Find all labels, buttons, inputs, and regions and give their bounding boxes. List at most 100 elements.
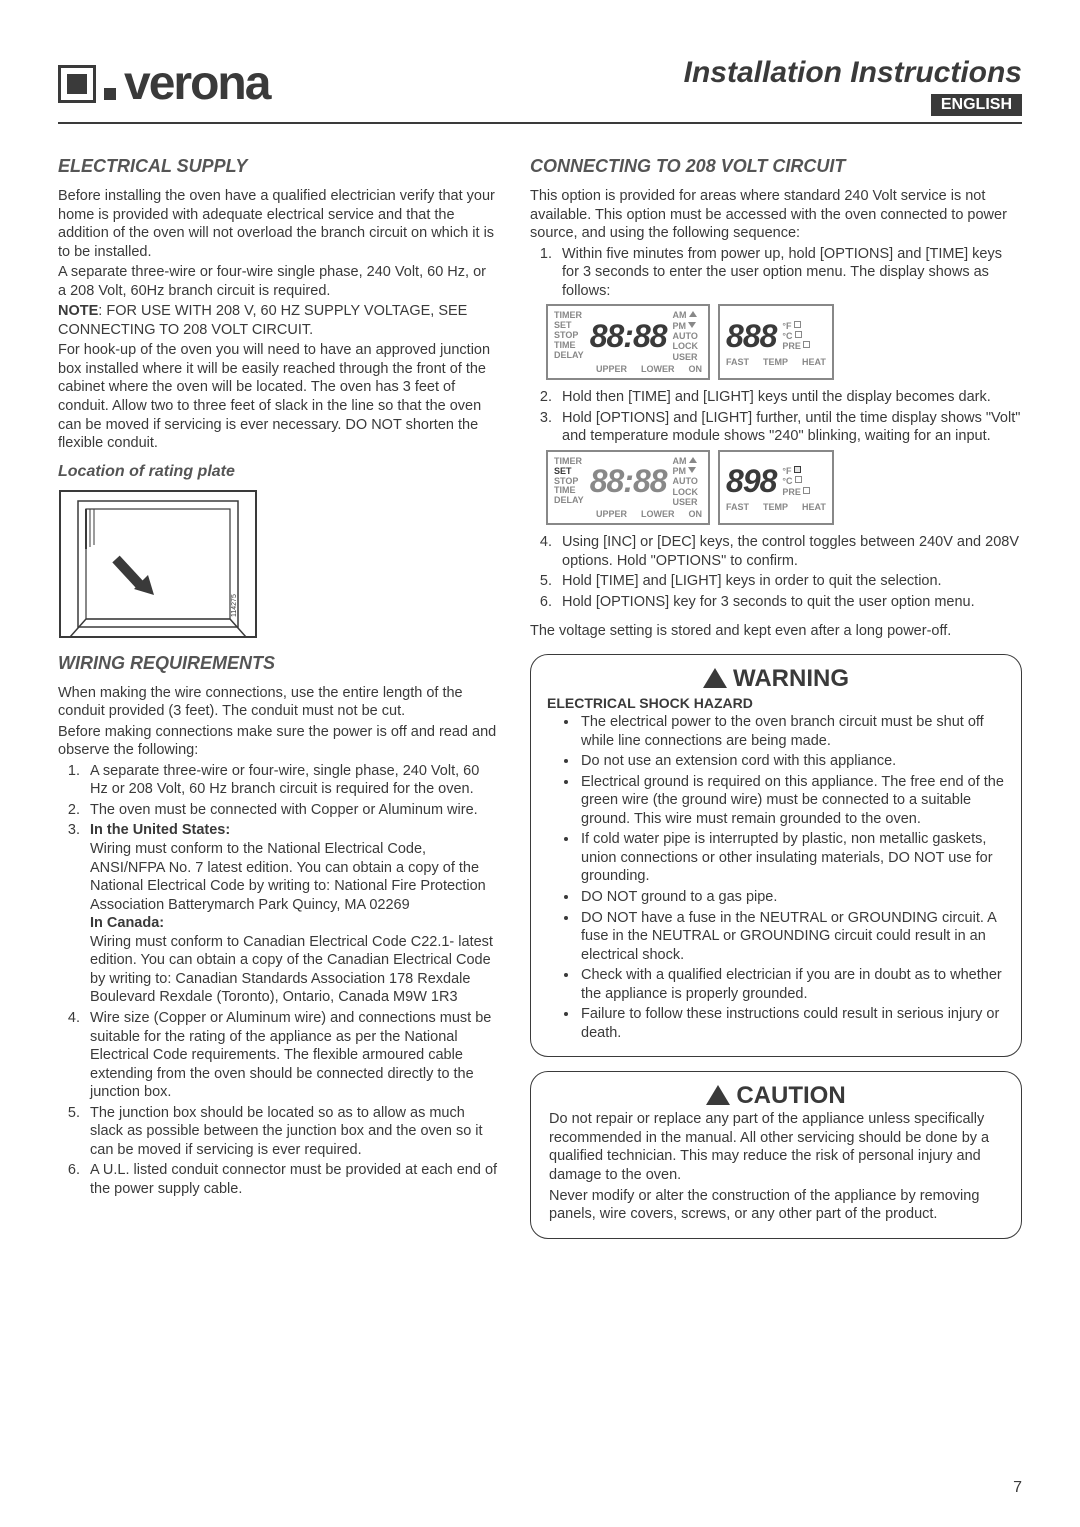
warning-list: The electrical power to the oven branch … [547, 713, 1005, 1042]
alert-icon [706, 1085, 730, 1105]
body-text: Before installing the oven have a qualif… [58, 187, 498, 261]
ordered-list: Within five minutes from power up, hold … [530, 245, 1022, 301]
display-time-module: TIMER SET STOP TIME DELAY 88:88 AM PM AU… [546, 450, 710, 526]
inline-heading: In the United States: [90, 822, 230, 838]
disp-label: USER [673, 352, 698, 362]
list-item: Do not use an extension cord with this a… [579, 752, 1005, 771]
body-text: A separate three-wire or four-wire singl… [58, 263, 498, 300]
disp-label: PRE [782, 487, 810, 497]
section-heading: CONNECTING TO 208 VOLT CIRCUIT [530, 156, 1022, 177]
disp-label: UPPER [596, 364, 627, 374]
display-temp-module: 888 °F °C PRE FAST TEMP HEAT [718, 304, 834, 380]
svg-text:114275: 114275 [231, 594, 238, 617]
list-item: DO NOT ground to a gas pipe. [579, 888, 1005, 907]
disp-label: AM [673, 310, 697, 320]
body-text: Before making connections make sure the … [58, 723, 498, 760]
body-text: Never modify or alter the construction o… [547, 1187, 1005, 1224]
page-title: Installation Instructions [684, 56, 1022, 90]
seven-segment: 898 [726, 463, 776, 500]
disp-label: FAST [726, 357, 749, 367]
list-item: Hold [TIME] and [LIGHT] keys in order to… [556, 572, 1022, 591]
disp-label: USER [673, 497, 698, 507]
list-item: In the United States: Wiring must confor… [84, 821, 498, 1006]
disp-label: LOWER [641, 509, 675, 519]
sub-heading: Location of rating plate [58, 463, 498, 481]
logo-mark-icon [58, 65, 96, 103]
disp-label: AUTO [673, 331, 698, 341]
list-item: The junction box should be located so as… [84, 1104, 498, 1160]
content-columns: ELECTRICAL SUPPLY Before installing the … [58, 152, 1022, 1253]
disp-label: °F [782, 321, 800, 331]
list-item: A separate three-wire or four-wire, sing… [84, 762, 498, 799]
seven-segment: 88:88 [590, 463, 667, 500]
language-badge: ENGLISH [931, 94, 1022, 116]
disp-label: PRE [782, 341, 810, 351]
disp-label: PM [673, 466, 697, 476]
warning-box: WARNING ELECTRICAL SHOCK HAZARD The elec… [530, 654, 1022, 1057]
disp-label: AUTO [673, 476, 698, 486]
body-text: This option is provided for areas where … [530, 187, 1022, 243]
list-item: A U.L. listed conduit connector must be … [84, 1161, 498, 1198]
disp-label: LOCK [673, 341, 699, 351]
rating-plate-figure: 114275 [58, 489, 498, 639]
body-text: Do not repair or replace any part of the… [547, 1110, 1005, 1184]
list-item: Check with a qualified electrician if yo… [579, 966, 1005, 1003]
list-item: If cold water pipe is interrupted by pla… [579, 830, 1005, 886]
disp-label: °F [782, 466, 800, 476]
list-item: Hold [OPTIONS] and [LIGHT] further, unti… [556, 409, 1022, 446]
page-number: 7 [1013, 1479, 1022, 1497]
left-column: ELECTRICAL SUPPLY Before installing the … [58, 152, 498, 1253]
logo-dot-icon [104, 88, 116, 100]
disp-label: TEMP [763, 357, 788, 367]
disp-label: LOCK [673, 487, 699, 497]
disp-label: DELAY [554, 351, 584, 361]
list-item: DO NOT have a fuse in the NEUTRAL or GRO… [579, 909, 1005, 965]
disp-label: UPPER [596, 509, 627, 519]
body-text: Wiring must conform to Canadian Electric… [90, 934, 493, 1006]
warning-title: WARNING [547, 665, 1005, 693]
disp-label: ON [689, 364, 703, 374]
note-lead: NOTE [58, 303, 98, 319]
disp-label: AM [673, 456, 697, 466]
disp-label: °C [782, 476, 801, 486]
body-text: For hook-up of the oven you will need to… [58, 341, 498, 452]
ordered-list: Using [INC] or [DEC] keys, the control t… [530, 533, 1022, 611]
disp-label: FAST [726, 502, 749, 512]
list-item: Using [INC] or [DEC] keys, the control t… [556, 533, 1022, 570]
logo: verona [58, 56, 269, 111]
ordered-list: A separate three-wire or four-wire, sing… [58, 762, 498, 1199]
list-item: The oven must be connected with Copper o… [84, 801, 498, 820]
body-text: NOTE: FOR USE WITH 208 V, 60 HZ SUPPLY V… [58, 302, 498, 339]
disp-label: HEAT [802, 502, 826, 512]
body-text: The voltage setting is stored and kept e… [530, 622, 1022, 641]
brand-name: verona [124, 56, 269, 111]
caution-box: CAUTION Do not repair or replace any par… [530, 1071, 1022, 1238]
ordered-list: Hold then [TIME] and [LIGHT] keys until … [530, 388, 1022, 446]
inline-heading: In Canada: [90, 915, 164, 931]
caution-title: CAUTION [547, 1082, 1005, 1110]
disp-label: HEAT [802, 357, 826, 367]
list-item: Wire size (Copper or Aluminum wire) and … [84, 1009, 498, 1102]
list-item: Within five minutes from power up, hold … [556, 245, 1022, 301]
list-item: Electrical ground is required on this ap… [579, 773, 1005, 829]
divider [58, 122, 1022, 124]
right-column: CONNECTING TO 208 VOLT CIRCUIT This opti… [530, 152, 1022, 1253]
disp-label: LOWER [641, 364, 675, 374]
header: verona Installation Instructions ENGLISH [58, 56, 1022, 116]
section-heading: ELECTRICAL SUPPLY [58, 156, 498, 177]
display-panel-1: TIMER SET STOP TIME DELAY 88:88 AM PM AU… [546, 304, 1022, 380]
alert-icon [703, 668, 727, 688]
list-item: Hold then [TIME] and [LIGHT] keys until … [556, 388, 1022, 407]
header-right: Installation Instructions ENGLISH [684, 56, 1022, 116]
display-panel-2: TIMER SET STOP TIME DELAY 88:88 AM PM AU… [546, 450, 1022, 526]
disp-label: ON [689, 509, 703, 519]
seven-segment: 88:88 [590, 318, 667, 355]
body-text: Wiring must conform to the National Elec… [90, 841, 486, 913]
list-item: Hold [OPTIONS] key for 3 seconds to quit… [556, 593, 1022, 612]
list-item: Failure to follow these instructions cou… [579, 1005, 1005, 1042]
body-text: When making the wire connections, use th… [58, 684, 498, 721]
section-heading: WIRING REQUIREMENTS [58, 653, 498, 674]
display-time-module: TIMER SET STOP TIME DELAY 88:88 AM PM AU… [546, 304, 710, 380]
list-item: The electrical power to the oven branch … [579, 713, 1005, 750]
warning-subtitle: ELECTRICAL SHOCK HAZARD [547, 695, 1005, 711]
